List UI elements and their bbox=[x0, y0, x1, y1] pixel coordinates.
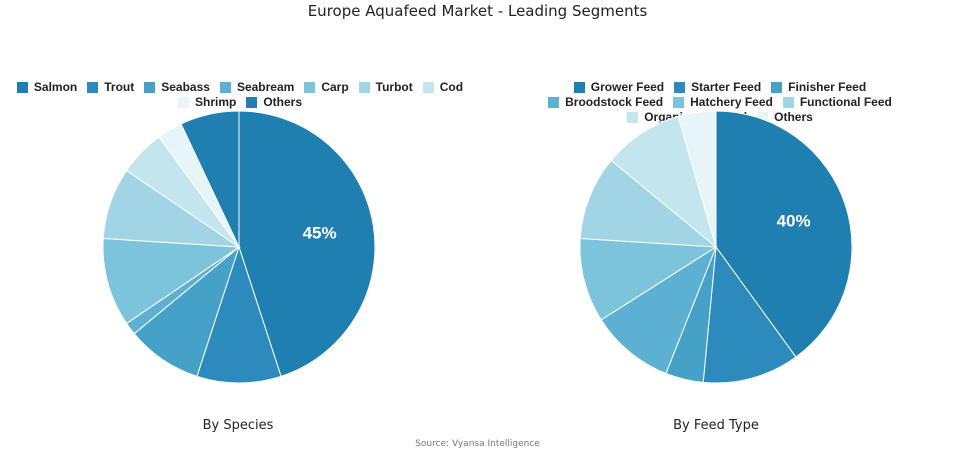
source-note: Source: Vyansa Intelligence bbox=[415, 439, 540, 449]
legend-label: Finisher Feed bbox=[788, 80, 867, 94]
legend-swatch bbox=[757, 111, 769, 123]
legend-swatch bbox=[246, 96, 258, 108]
pie-slice-functional-feed bbox=[579, 159, 718, 248]
legend-item-grower-feed: Grower Feed bbox=[573, 80, 665, 94]
pie-slice-hatchery-feed bbox=[579, 237, 718, 321]
legend-swatch bbox=[548, 96, 560, 108]
pie-slice-organic-aquafeed bbox=[610, 115, 717, 249]
page-title: Europe Aquafeed Market - Leading Segment… bbox=[307, 2, 648, 20]
pie-slice-carp bbox=[102, 237, 241, 325]
legend-swatch bbox=[673, 96, 685, 108]
legend-label: Starter Feed bbox=[691, 80, 762, 94]
legend-label: Seabream bbox=[236, 80, 295, 94]
legend-label: Salmon bbox=[33, 80, 78, 94]
species-pie-chart: 45% bbox=[102, 110, 376, 384]
legend-label: Functional Feed bbox=[799, 95, 892, 109]
pie-slice-broodstock-feed bbox=[600, 245, 718, 375]
data-label-grower-feed: 40% bbox=[777, 211, 811, 230]
species-legend: Salmon Trout Seabass Seabream Carp Turbot Cod S… bbox=[5, 80, 475, 109]
legend-swatch bbox=[219, 81, 231, 93]
feed-type-pie-chart: 40% bbox=[579, 110, 853, 384]
legend-item-trout: Trout bbox=[87, 80, 134, 94]
legend-item-others: Others bbox=[757, 110, 813, 124]
pie-slice-starter-feed bbox=[702, 245, 797, 384]
legend-swatch bbox=[422, 81, 434, 93]
pie-slice-others bbox=[677, 110, 717, 248]
legend-label: Others bbox=[263, 95, 303, 109]
legend-label: Hatchery Feed bbox=[690, 95, 773, 109]
pie-slice-others bbox=[180, 110, 240, 248]
legend-swatch bbox=[177, 96, 189, 108]
legend-item-functional-feed: Functional Feed bbox=[782, 95, 892, 109]
legend-item-starter-feed: Starter Feed bbox=[674, 80, 761, 94]
legend-item-seabass: Seabass bbox=[144, 80, 210, 94]
legend-label: Turbot bbox=[375, 80, 413, 94]
legend-label: Seabass bbox=[161, 80, 210, 94]
legend-item-hatchery-feed: Hatchery Feed bbox=[673, 95, 773, 109]
legend-item-finisher-feed: Finisher Feed bbox=[771, 80, 866, 94]
legend-swatch bbox=[144, 81, 156, 93]
legend-swatch bbox=[16, 81, 28, 93]
pie-slice-grower-feed bbox=[715, 110, 853, 358]
legend-swatch bbox=[358, 81, 370, 93]
legend-label: Shrimp bbox=[194, 95, 237, 109]
feed-type-chart-caption: By Feed Type bbox=[673, 418, 759, 433]
legend-item-others: Others bbox=[246, 95, 302, 109]
legend-label: Grower Feed bbox=[590, 80, 665, 94]
legend-label: Carp bbox=[321, 80, 349, 94]
legend-swatch bbox=[674, 81, 686, 93]
legend-label: Cod bbox=[439, 80, 464, 94]
legend-label: Others bbox=[774, 110, 813, 124]
legend-label: Trout bbox=[104, 80, 135, 94]
legend-label: Broodstock Feed bbox=[565, 95, 664, 109]
legend-item-carp: Carp bbox=[304, 80, 349, 94]
legend-item-shrimp: Shrimp bbox=[177, 95, 237, 109]
legend-item-cod: Cod bbox=[422, 80, 464, 94]
legend-swatch bbox=[304, 81, 316, 93]
legend-item-seabream: Seabream bbox=[219, 80, 295, 94]
legend-item-turbot: Turbot bbox=[358, 80, 413, 94]
pie-slice-salmon bbox=[238, 110, 376, 377]
species-chart-caption: By Species bbox=[202, 418, 274, 433]
data-label-salmon: 45% bbox=[303, 224, 337, 243]
legend-swatch bbox=[573, 81, 585, 93]
legend-item-salmon: Salmon bbox=[16, 80, 78, 94]
legend-swatch bbox=[87, 81, 99, 93]
legend-swatch bbox=[782, 96, 794, 108]
pie-slice-trout bbox=[196, 245, 282, 384]
legend-swatch bbox=[771, 81, 783, 93]
legend-swatch bbox=[627, 111, 639, 123]
legend-item-broodstock-feed: Broodstock Feed bbox=[548, 95, 663, 109]
